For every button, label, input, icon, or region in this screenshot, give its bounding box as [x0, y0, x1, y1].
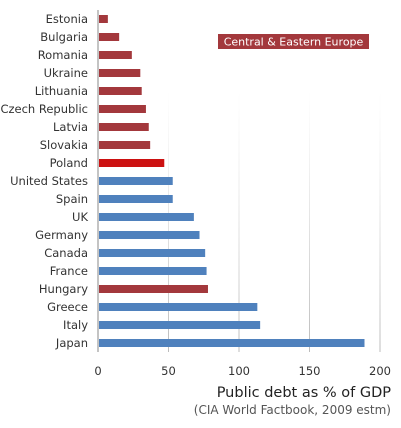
bar [99, 159, 165, 167]
legend-swatch [218, 34, 369, 49]
bar [99, 33, 120, 41]
legend-label: Central & Eastern Europe [224, 36, 364, 49]
bar [99, 15, 108, 23]
category-label: Poland [50, 156, 88, 170]
category-label: Bulgaria [40, 30, 88, 44]
x-tick-label: 0 [94, 364, 101, 378]
x-tick-label: 50 [161, 364, 176, 378]
category-label: Greece [47, 300, 88, 314]
category-label: Ukraine [44, 66, 88, 80]
bar [99, 303, 258, 311]
category-label: Latvia [53, 120, 88, 134]
gridline [238, 90, 240, 352]
gridline [379, 90, 381, 352]
category-label: Japan [55, 336, 88, 350]
bar [99, 267, 207, 275]
bar [99, 321, 261, 329]
bar [99, 213, 194, 221]
bar [99, 177, 173, 185]
category-label: Hungary [39, 282, 88, 296]
gridlines [168, 90, 381, 352]
bar [99, 123, 149, 131]
x-tick-labels: 0 50 100 150 200 [94, 364, 391, 378]
bar [99, 87, 142, 95]
gridline [309, 90, 310, 352]
bar [99, 339, 365, 347]
x-tick-label: 100 [228, 364, 250, 378]
category-labels: Estonia Bulgaria Romania Ukraine Lithuania Cz… [0, 12, 88, 350]
bar [99, 231, 200, 239]
legend: Central & Eastern Europe [218, 34, 369, 49]
bar [99, 69, 141, 77]
x-tick-label: 150 [299, 364, 321, 378]
category-label: Lithuania [35, 84, 88, 98]
x-axis-label: Public debt as % of GDP [217, 385, 392, 401]
bars [99, 15, 365, 347]
category-label: Slovakia [40, 138, 88, 152]
category-label: Czech Republic [0, 102, 88, 116]
x-tick-label: 200 [369, 364, 391, 378]
chart-subtitle: (CIA World Factbook, 2009 estm) [194, 403, 391, 417]
category-label: UK [72, 210, 88, 224]
category-label: United States [10, 174, 88, 188]
category-label: Germany [35, 228, 88, 242]
category-label: Canada [44, 246, 88, 260]
category-label: Spain [56, 192, 88, 206]
bar [99, 105, 146, 113]
category-label: Italy [63, 318, 88, 332]
bar [99, 249, 206, 257]
bar [99, 195, 173, 203]
bar [99, 141, 151, 149]
category-label: Romania [38, 48, 88, 62]
category-label: France [50, 264, 88, 278]
bar [99, 285, 208, 293]
bar [99, 51, 132, 59]
category-label: Estonia [46, 12, 88, 26]
